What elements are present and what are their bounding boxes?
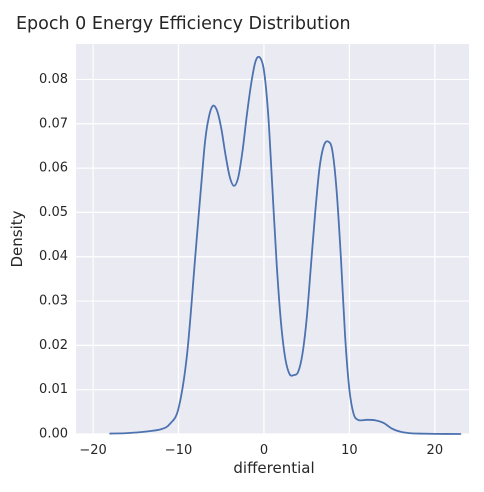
y-tick-label: 0.07: [39, 116, 68, 131]
x-tick-label: 20: [427, 443, 444, 458]
y-tick-label: 0.06: [39, 161, 68, 176]
y-tick-label: 0.02: [39, 338, 68, 353]
y-tick-labels: 0.00 0.01 0.02 0.03 0.04 0.05 0.06 0.07 0.08: [39, 72, 68, 442]
y-tick-label: 0.04: [39, 249, 68, 264]
y-gridlines: [76, 78, 469, 435]
plot-area: [76, 44, 469, 434]
x-tick-label: −20: [79, 443, 106, 458]
x-tick-label: −10: [165, 443, 192, 458]
x-tick-label: 10: [341, 443, 358, 458]
x-tick-label: 0: [260, 443, 268, 458]
series-line: [109, 55, 462, 435]
x-tick-labels: −20 −10 0 10 20: [79, 443, 443, 458]
x-axis-label: differential: [233, 459, 314, 477]
y-tick-label: 0.00: [39, 427, 68, 442]
y-axis-label: Density: [8, 210, 26, 267]
y-tick-label: 0.03: [39, 294, 68, 309]
y-tick-label: 0.01: [39, 382, 68, 397]
x-gridlines: [92, 44, 436, 434]
chart-title: Epoch 0 Energy Efficiency Distribution: [16, 14, 351, 34]
y-tick-label: 0.05: [39, 205, 68, 220]
y-tick-label: 0.08: [39, 72, 68, 87]
